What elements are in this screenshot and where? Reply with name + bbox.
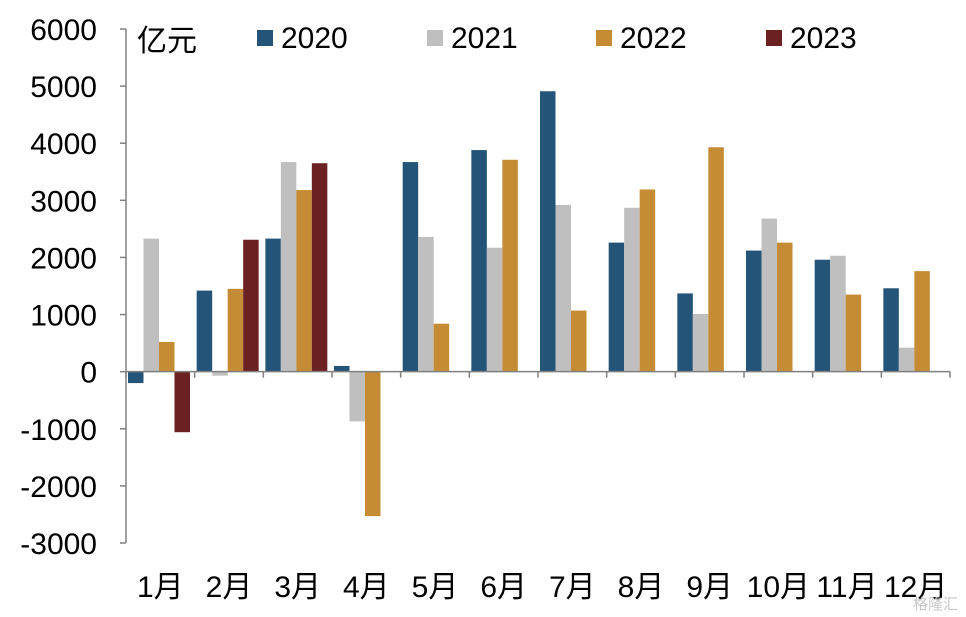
bar-2021 — [555, 204, 571, 372]
bar-2022 — [296, 190, 312, 372]
watermark-text: 格隆汇 — [913, 595, 958, 613]
bar-2020 — [814, 259, 831, 372]
x-tick-label: 7月 — [549, 571, 596, 604]
x-tick-label: 4月 — [343, 571, 390, 604]
bar-2021 — [143, 238, 159, 372]
y-tick-label: 0 — [80, 357, 97, 390]
bar-2022 — [845, 294, 862, 372]
y-tick-label: -1000 — [20, 414, 97, 447]
bar-2020 — [746, 250, 762, 372]
legend-label: 2021 — [451, 22, 518, 55]
bar-2022 — [571, 310, 587, 372]
bar-2021 — [212, 371, 228, 376]
x-tick-label: 12月 — [884, 571, 947, 604]
bar-2022 — [502, 159, 518, 372]
y-tick-label: 3000 — [30, 185, 97, 218]
bar-2023 — [174, 371, 190, 433]
axes — [125, 29, 951, 543]
y-tick-label: 5000 — [30, 71, 97, 104]
y-tick-label: -2000 — [20, 471, 97, 504]
bar-2021 — [418, 236, 434, 372]
bar-2021 — [349, 371, 365, 422]
x-tick-label: 9月 — [686, 571, 733, 604]
unit-label: 亿元 — [137, 24, 197, 59]
bar-2022 — [777, 242, 793, 372]
bar-2021 — [692, 313, 709, 372]
x-axis-ticks: 1月 2月 3月 4月 5月 6月 7月 8月 9月 10月 11月 12月 — [137, 571, 947, 604]
legend: 2020 2021 2022 2023 — [257, 22, 857, 55]
bar-2020 — [883, 288, 899, 372]
x-tick-label: 1月 — [137, 571, 184, 604]
bar-2021 — [486, 247, 503, 372]
bar-2020 — [402, 162, 419, 372]
bar-2020 — [608, 242, 625, 372]
bar-2023 — [243, 239, 259, 372]
x-tick-label: 5月 — [412, 571, 459, 604]
y-tick-label: 6000 — [30, 14, 97, 47]
x-tick-label: 8月 — [618, 571, 665, 604]
y-tick-label: 2000 — [30, 242, 97, 275]
bar-2022 — [365, 371, 381, 517]
bar-2021 — [761, 218, 777, 372]
bar-2020 — [334, 365, 350, 372]
x-tick-label: 11月 — [816, 571, 877, 604]
x-tick-label: 2月 — [206, 571, 253, 604]
legend-swatch-2021 — [427, 30, 443, 46]
bar-2020 — [677, 293, 693, 372]
bar-2022 — [708, 147, 724, 372]
bar-2020 — [265, 238, 281, 372]
y-tick-label: 4000 — [30, 128, 97, 161]
bar-2021 — [280, 162, 297, 372]
bar-2020 — [196, 290, 213, 372]
bar-2022 — [433, 323, 450, 372]
bar-2023 — [311, 163, 328, 372]
bar-2020 — [471, 150, 487, 372]
bar-2022 — [914, 271, 930, 372]
legend-label: 2022 — [620, 22, 687, 55]
legend-label: 2023 — [790, 22, 857, 55]
x-tick-label: 3月 — [274, 571, 321, 604]
y-axis-ticks: 6000 5000 4000 3000 2000 1000 0 -1000 -2000 -3000 — [20, 14, 126, 561]
x-tick-label: 6月 — [480, 571, 527, 604]
y-tick-label: 1000 — [30, 300, 97, 333]
bar-2022 — [159, 341, 175, 372]
bar-2020 — [540, 91, 556, 372]
bar-2021 — [624, 207, 640, 372]
bar-2021 — [898, 347, 915, 372]
x-tick-label: 10月 — [747, 571, 810, 604]
legend-label: 2020 — [281, 22, 348, 55]
bar-2021 — [830, 255, 846, 372]
legend-swatch-2022 — [596, 30, 612, 46]
legend-swatch-2020 — [257, 30, 273, 46]
y-tick-label: -3000 — [20, 528, 97, 561]
bars — [128, 91, 930, 517]
bar-2022 — [227, 288, 244, 372]
bar-2022 — [639, 189, 656, 372]
legend-swatch-2023 — [766, 30, 782, 46]
bar-2020 — [128, 371, 144, 384]
